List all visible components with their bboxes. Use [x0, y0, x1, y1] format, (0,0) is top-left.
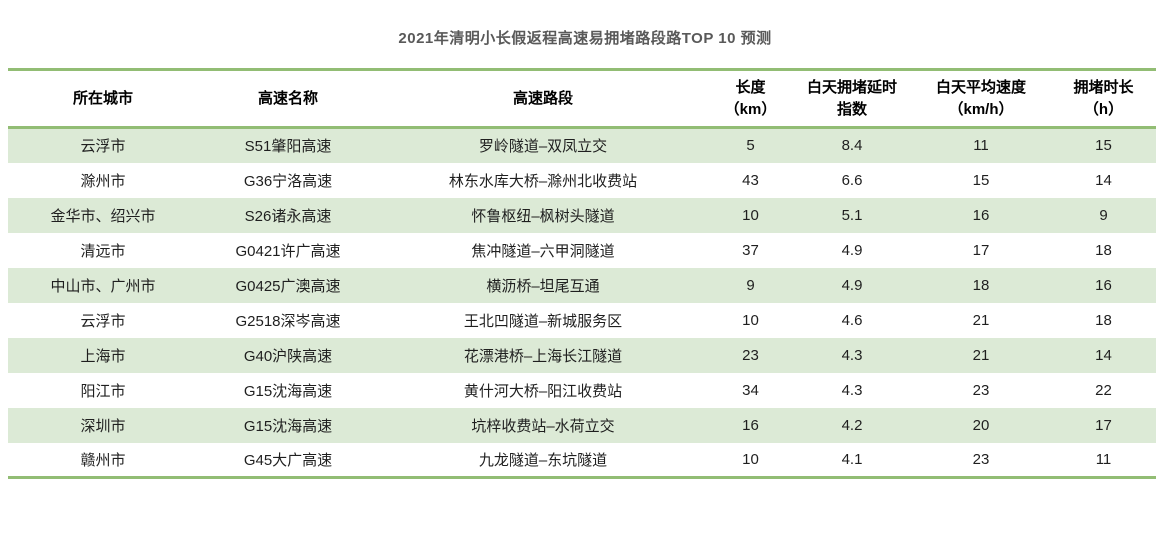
table-cell: 4.1: [841, 450, 863, 468]
table-cell: S26诸永高速: [244, 207, 332, 225]
table-row: 深圳市 G15沈海高速 坑梓收费站–水荷立交 16 4.2 20 17: [8, 407, 1156, 443]
table-cell: 11: [973, 137, 989, 155]
table-cell: 15: [1095, 137, 1112, 155]
table-cell: G0425广澳高速: [235, 277, 341, 295]
table-cell: G2518深岑高速: [235, 312, 341, 330]
col-header-highway-section: 高速路段: [378, 69, 708, 129]
table-cell: G40沪陕高速: [243, 347, 333, 365]
table-cell: 8.4: [841, 137, 863, 155]
table-cell: G36宁洛高速: [243, 172, 333, 190]
col-header-highway-name: 高速名称: [198, 69, 378, 129]
table-cell: 罗岭隧道–双凤立交: [478, 138, 608, 156]
table-header: 所在城市 高速名称 高速路段 长度 （km） 白天拥堵延时 指数 白天平均速度 …: [8, 69, 1156, 129]
table-cell: 23: [742, 346, 759, 364]
table-cell: 6.6: [841, 171, 863, 189]
table-cell: 18: [1095, 241, 1112, 259]
table-cell: 20: [972, 416, 990, 434]
col-header-length-km: 长度 （km）: [708, 69, 793, 129]
page-title: 2021年清明小长假返程高速易拥堵路段路TOP 10 预测: [398, 30, 772, 47]
table-row: 云浮市 G2518深岑高速 王北凹隧道–新城服务区 10 4.6 21 18: [8, 302, 1156, 338]
table-cell: 18: [1095, 311, 1112, 329]
table-cell: 10: [742, 311, 759, 329]
table-cell: 37: [742, 241, 759, 259]
table-cell: 滁州市: [80, 172, 126, 190]
table-cell: 清远市: [80, 242, 126, 260]
table-cell: 16: [972, 206, 990, 224]
col-header-daytime-avg-speed: 白天平均速度 （km/h）: [911, 69, 1051, 129]
page: 2021年清明小长假返程高速易拥堵路段路TOP 10 预测 所在城市 高速名称 …: [0, 27, 1170, 479]
table-cell: 22: [1095, 381, 1112, 399]
table-cell: 34: [742, 381, 759, 399]
table-cell: 金华市、绍兴市: [50, 207, 156, 225]
table-cell: S51肇阳高速: [244, 138, 332, 156]
table-cell: 16: [742, 416, 759, 434]
table-cell: G15沈海高速: [243, 417, 333, 435]
table-cell: 黄什河大桥–阳江收费站: [463, 382, 623, 400]
table-row: 赣州市 G45大广高速 九龙隧道–东坑隧道 10 4.1 23 11: [8, 442, 1156, 478]
table-cell: 4.2: [841, 416, 863, 434]
col-header-congestion-duration: 拥堵时长 （h）: [1051, 69, 1156, 129]
table-cell: 23: [972, 381, 990, 399]
table-row: 滁州市 G36宁洛高速 林东水库大桥–滁州北收费站 43 6.6 15 14: [8, 162, 1156, 198]
table-row: 金华市、绍兴市 S26诸永高速 怀鲁枢纽–枫树头隧道 10 5.1 16 9: [8, 197, 1156, 233]
table-cell: 43: [742, 171, 759, 189]
table-cell: 9: [746, 276, 755, 294]
table-cell: 花漂港桥–上海长江隧道: [463, 347, 623, 365]
table-row: 中山市、广州市 G0425广澳高速 横沥桥–坦尾互通 9 4.9 18 16: [8, 267, 1156, 303]
table-body: 云浮市 S51肇阳高速 罗岭隧道–双凤立交 5 8.4 11 15 滁州市 G36宁洛高速 林东水…: [8, 127, 1156, 478]
table-row: 云浮市 S51肇阳高速 罗岭隧道–双凤立交 5 8.4 11 15: [8, 127, 1156, 163]
col-header-city: 所在城市: [8, 69, 198, 129]
table-cell: 10: [742, 206, 759, 224]
table-cell: 云浮市: [80, 312, 126, 330]
table-cell: 深圳市: [80, 417, 126, 435]
header-row: 所在城市 高速名称 高速路段 长度 （km） 白天拥堵延时 指数 白天平均速度 …: [8, 69, 1156, 129]
table-cell: 上海市: [80, 347, 126, 365]
table-cell: 阳江市: [80, 382, 126, 400]
congestion-table: 所在城市 高速名称 高速路段 长度 （km） 白天拥堵延时 指数 白天平均速度 …: [8, 68, 1156, 479]
table-cell: G45大广高速: [243, 451, 333, 469]
table-cell: 5: [746, 137, 755, 155]
table-cell: 11: [1095, 450, 1112, 468]
table-cell: 17: [972, 241, 990, 259]
table-cell: 21: [972, 346, 990, 364]
table-cell: 17: [1095, 416, 1112, 434]
table-cell: 云浮市: [80, 138, 126, 156]
table-cell: 九龙隧道–东坑隧道: [478, 451, 608, 469]
table-cell: 焦冲隧道–六甲洞隧道: [471, 242, 615, 260]
table-cell: 16: [1095, 276, 1112, 294]
col-header-daytime-delay-index: 白天拥堵延时 指数: [793, 69, 911, 129]
table-cell: 4.3: [841, 346, 863, 364]
table-cell: 14: [1095, 346, 1112, 364]
table-cell: 赣州市: [80, 451, 126, 469]
table-cell: 4.3: [841, 381, 863, 399]
table-cell: 9: [1099, 206, 1108, 224]
table-cell: 10: [742, 450, 759, 468]
table-cell: 林东水库大桥–滁州北收费站: [448, 172, 638, 190]
table-cell: 4.6: [841, 311, 863, 329]
table-cell: 5.1: [841, 206, 863, 224]
table-cell: 18: [972, 276, 990, 294]
table-cell: G0421许广高速: [235, 242, 341, 260]
table-cell: 怀鲁枢纽–枫树头隧道: [471, 207, 615, 225]
table-row: 清远市 G0421许广高速 焦冲隧道–六甲洞隧道 37 4.9 17 18: [8, 232, 1156, 268]
table-cell: G15沈海高速: [243, 382, 333, 400]
table-cell: 14: [1095, 171, 1112, 189]
table-row: 阳江市 G15沈海高速 黄什河大桥–阳江收费站 34 4.3 23 22: [8, 372, 1156, 408]
table-cell: 4.9: [841, 241, 863, 259]
table-cell: 21: [972, 311, 990, 329]
table-cell: 坑梓收费站–水荷立交: [471, 417, 615, 435]
table-cell: 中山市、广州市: [50, 277, 156, 295]
table-cell: 横沥桥–坦尾互通: [486, 277, 600, 295]
table-row: 上海市 G40沪陕高速 花漂港桥–上海长江隧道 23 4.3 21 14: [8, 337, 1156, 373]
table-cell: 4.9: [841, 276, 863, 294]
table-cell: 23: [972, 450, 990, 468]
table-cell: 王北凹隧道–新城服务区: [463, 312, 623, 330]
table-cell: 15: [972, 171, 990, 189]
